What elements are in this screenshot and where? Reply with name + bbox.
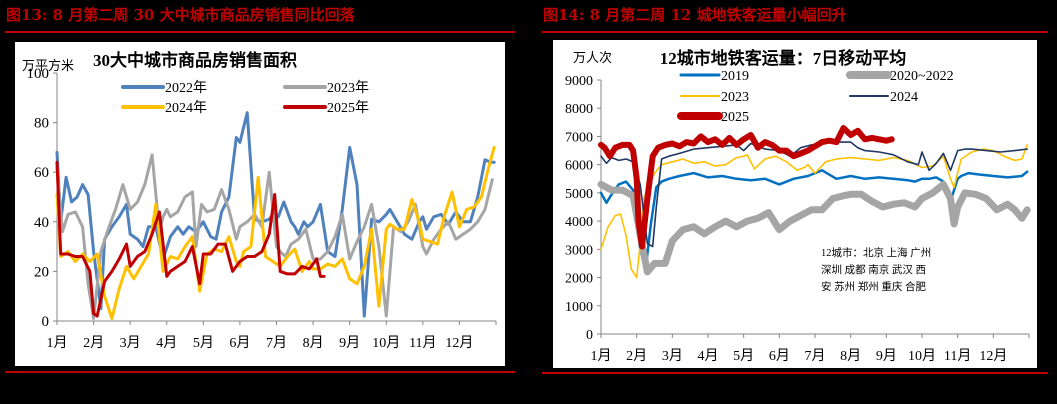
- y-tick-label: 8000: [565, 102, 593, 117]
- y-tick-label: 1000: [565, 300, 593, 315]
- legend-label: 2023: [721, 90, 749, 105]
- y-tick-label: 4000: [565, 215, 593, 230]
- x-tick-label: 7月: [266, 335, 287, 351]
- x-tick-label: 7月: [805, 348, 826, 364]
- legend-label: 2020~2022: [890, 69, 954, 84]
- x-tick-label: 1月: [47, 335, 68, 351]
- y-axis-unit-label: 万平方米: [22, 58, 74, 73]
- x-tick-label: 8月: [303, 335, 324, 351]
- x-tick-label: 6月: [769, 348, 790, 364]
- legend-item: 2023年: [283, 80, 369, 96]
- series-line-2025: [598, 125, 895, 250]
- legend-item: 2025年: [283, 100, 369, 116]
- x-tick-label: 1月: [591, 348, 612, 364]
- chart-12-city-metro-ridership: 12城市地铁客运量：7日移动平均 万人次 0 1000 2000 3000 4000 5000…: [565, 48, 1031, 364]
- figure-14-chart-panel: 12城市地铁客运量：7日移动平均 万人次 0 1000 2000 3000 4000 5000…: [553, 40, 1037, 368]
- figure-13-bottom-rule: [5, 371, 515, 373]
- legend-label: 2022年: [165, 80, 207, 96]
- y-tick-label: 7000: [565, 130, 593, 145]
- figure-13-top-rule: [5, 31, 515, 33]
- legend-item: 2024年: [121, 100, 207, 116]
- series-line-2024: [600, 141, 1029, 248]
- legend-label: 2024: [890, 90, 918, 105]
- figure-14-top-rule: [542, 31, 1048, 33]
- y-tick-label: 60: [34, 165, 49, 181]
- legend-item: 2024: [849, 90, 918, 105]
- x-tick-label: 10月: [372, 335, 400, 351]
- x-tick-label: 2月: [83, 335, 104, 351]
- legend-label: 2025年: [327, 100, 369, 116]
- y-tick-label: 40: [34, 215, 49, 231]
- legend-label: 2023年: [327, 80, 369, 96]
- y-axis-unit-label: 万人次: [573, 50, 612, 65]
- legend-item: 2022年: [121, 80, 207, 96]
- y-tick-label: 80: [34, 116, 49, 132]
- series-line-2025年: [55, 160, 326, 318]
- x-tick-label: 5月: [193, 335, 214, 351]
- y-tick-label: 0: [586, 328, 593, 343]
- x-tick-label: 3月: [662, 348, 683, 364]
- legend-item: 2019: [679, 69, 749, 84]
- x-tick-label: 4月: [156, 335, 177, 351]
- figure-13-chart-panel: 30大中城市商品房销售面积 万平方米 0 20 40 60 80 100 1月 2月 3月 4月 5月 6…: [15, 42, 505, 366]
- series-line-2023: [600, 144, 1029, 279]
- chart-title: 30大中城市商品房销售面积: [93, 50, 297, 70]
- series-line-2020~2022: [597, 180, 1031, 276]
- x-tick-label: 12月: [979, 348, 1007, 364]
- figure-14-bottom-rule: [542, 372, 1048, 374]
- x-tick-label: 10月: [908, 348, 936, 364]
- chart-title: 12城市地铁客运量：7日移动平均: [660, 48, 907, 68]
- legend-label: 2019: [721, 69, 749, 84]
- x-tick-label: 12月: [445, 335, 473, 351]
- x-tick-label: 11月: [944, 348, 971, 364]
- series-line-2023年: [55, 153, 494, 320]
- figure-13-title: 图13: 8 月第二周 30 大中城市商品房销售同比回落: [6, 6, 355, 24]
- legend-label: 2024年: [165, 100, 207, 116]
- y-tick-label: 5000: [565, 187, 593, 202]
- legend-item: 2025: [677, 110, 749, 125]
- x-tick-label: 9月: [876, 348, 897, 364]
- x-tick-label: 11月: [409, 335, 436, 351]
- legend-item: 2023: [680, 90, 749, 105]
- legend-item: 2020~2022: [846, 69, 954, 84]
- x-tick-label: 3月: [120, 335, 141, 351]
- y-tick-label: 2000: [565, 272, 593, 287]
- y-tick-label: 3000: [565, 243, 593, 258]
- legend-label: 2025: [721, 110, 749, 125]
- figure-14-title: 图14: 8 月第二周 12 城地铁客运量小幅回升: [543, 6, 847, 24]
- x-tick-label: 5月: [733, 348, 754, 364]
- y-tick-label: 20: [34, 264, 49, 280]
- series-line-2024年: [55, 145, 496, 320]
- cities-annotation: 深圳 成都 南京 武汉 西: [821, 263, 926, 276]
- cities-annotation: 12城市：北京 上海 广州: [821, 246, 931, 259]
- cities-annotation: 安 苏州 郑州 重庆 合肥: [821, 280, 926, 293]
- y-tick-label: 9000: [565, 74, 593, 89]
- x-tick-label: 9月: [339, 335, 360, 351]
- y-tick-label: 100: [27, 66, 50, 82]
- x-tick-label: 4月: [698, 348, 719, 364]
- x-tick-label: 2月: [626, 348, 647, 364]
- y-tick-label: 0: [42, 314, 50, 330]
- chart-30-city-housing-sales: 30大中城市商品房销售面积 万平方米 0 20 40 60 80 100 1月 2月 3月 4月 5月 6…: [22, 50, 497, 351]
- y-tick-label: 6000: [565, 159, 593, 174]
- x-tick-label: 6月: [229, 335, 250, 351]
- x-tick-label: 8月: [840, 348, 861, 364]
